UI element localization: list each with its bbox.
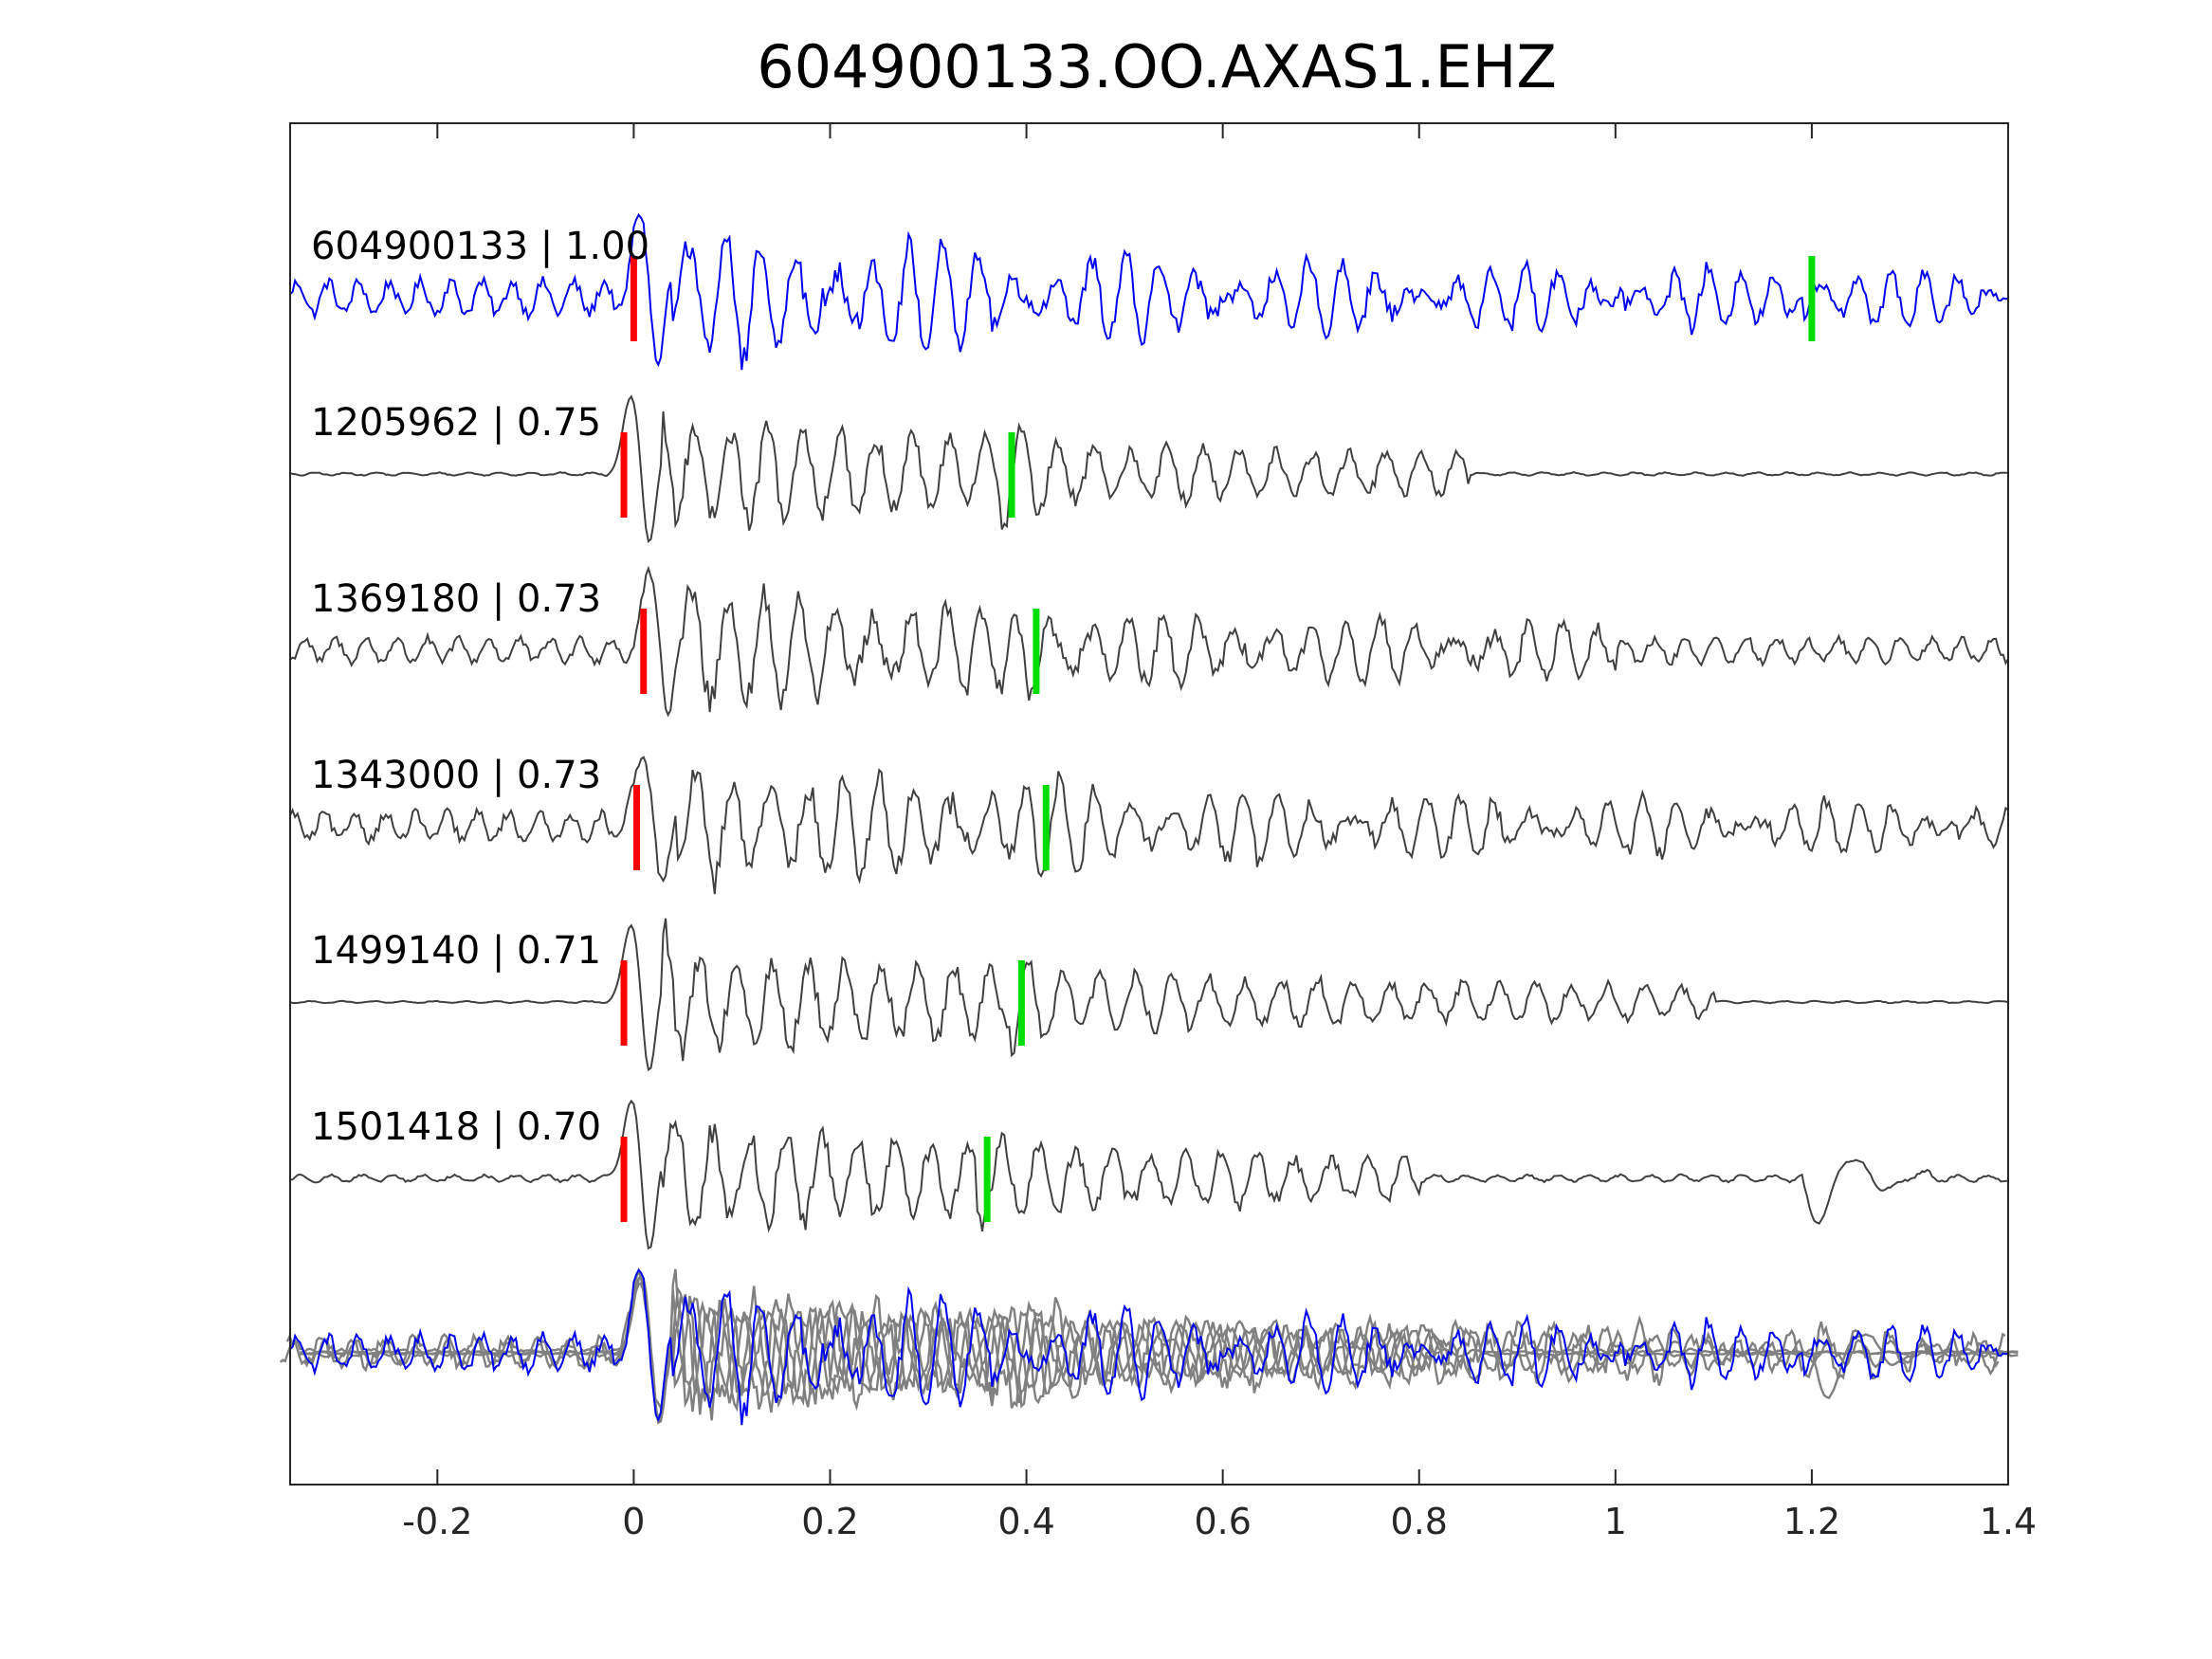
picks-layer (620, 256, 1816, 1222)
x-tick-label: 1.4 (1980, 1501, 2037, 1542)
trace-label-1205962: 1205962 | 0.75 (311, 401, 601, 445)
traces-layer (279, 212, 2019, 1426)
stack-line-1499140 (300, 1268, 2019, 1423)
plot-frame (289, 122, 2009, 1486)
trace-label-1501418: 1501418 | 0.70 (311, 1105, 601, 1149)
trace-line-1501418 (289, 1099, 2009, 1250)
trace-label-1499140: 1499140 | 0.71 (311, 929, 601, 973)
trace-label-1369180: 1369180 | 0.73 (311, 577, 601, 621)
trace-label-1343000: 1343000 | 0.73 (311, 754, 601, 797)
stack-line-604900133 (289, 1267, 2009, 1426)
x-tick-label: -0.2 (402, 1501, 472, 1542)
x-tick-label: 1.2 (1783, 1501, 1840, 1542)
x-tick-label: 0.8 (1391, 1501, 1448, 1542)
x-axis: -0.2 0 0.2 0.4 0.6 0.8 1 1.2 1.4 (402, 123, 2037, 1542)
trace-label-604900133: 604900133 | 1.00 (311, 225, 649, 268)
x-tick-label: 1 (1604, 1501, 1627, 1542)
trace-line-1499140 (289, 918, 2009, 1072)
trace-line-604900133 (289, 212, 2009, 371)
trace-labels-layer: 604900133 | 1.00 1205962 | 0.75 1369180 | … (311, 225, 649, 1149)
x-tick-label: 0.6 (1194, 1501, 1251, 1542)
trace-line-1369180 (289, 565, 2009, 718)
x-tick-label: 0.4 (997, 1501, 1054, 1542)
stack-line-1501418 (300, 1273, 2019, 1425)
trace-line-1343000 (289, 756, 2009, 895)
x-tick-label: 0 (622, 1501, 645, 1542)
chart-title: 604900133.OO.AXAS1.EHZ (757, 32, 1557, 101)
x-tick-label: 0.2 (801, 1501, 858, 1542)
trace-line-1205962 (289, 394, 2008, 544)
